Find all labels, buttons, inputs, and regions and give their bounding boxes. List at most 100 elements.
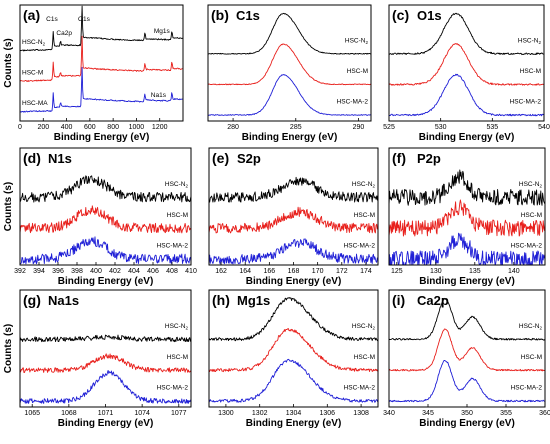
panel-title-b: C1s [236, 8, 260, 23]
tick-label-i-0: 340 [383, 410, 395, 417]
tick-label-c-3: 540 [538, 124, 550, 131]
tick-label-b-0: 280 [227, 124, 239, 131]
series-line-g-1 [20, 353, 191, 373]
series-label-h-2: HSC-MA-2 [344, 385, 376, 392]
series-line-g-0 [20, 334, 191, 343]
panel-title-i: Ca2p [417, 293, 449, 308]
tick-label-e-3: 168 [288, 268, 300, 275]
series-line-e-0 [209, 176, 378, 203]
x-axis-label-b: Binding Energy (eV) [242, 132, 338, 143]
series-line-i-0 [389, 297, 545, 341]
panel-letter-b: (b) [211, 7, 229, 23]
series-line-f-1 [389, 199, 545, 237]
tick-label-f-3: 140 [508, 268, 520, 275]
plot-frame-f [388, 147, 546, 266]
tick-label-g-4: 1077 [171, 410, 187, 417]
panel-b: HSC-N2 HSC-M HSC-MA-2 280 285 290 Binding Ener… [207, 4, 372, 143]
panel-title-g: Na1s [48, 293, 79, 308]
series-line-e-1 [209, 206, 378, 234]
peak-annotation-3: Mg1s [154, 28, 171, 35]
tick-label-i-4: 360 [539, 410, 550, 417]
tick-label-e-6: 174 [360, 268, 372, 275]
series-label-f-1: HSC-M [521, 212, 542, 219]
tick-label-a-4: 800 [107, 124, 119, 131]
tick-label-h-2: 1304 [286, 410, 302, 417]
tick-label-f-0: 125 [391, 268, 403, 275]
tick-label-h-1: 1302 [252, 410, 268, 417]
tick-label-g-3: 1074 [134, 410, 150, 417]
tick-label-c-2: 535 [486, 124, 498, 131]
x-axis-label-f: Binding Energy (eV) [419, 276, 515, 287]
series-label-d-1: HSC-M [167, 212, 188, 219]
series-label-g-2: HSC-MA-2 [157, 385, 189, 392]
tick-label-i-2: 350 [461, 410, 473, 417]
tick-label-i-1: 345 [422, 410, 434, 417]
series-line-d-0 [20, 175, 191, 203]
tick-label-c-0: 525 [383, 124, 395, 131]
series-line-a-2 [20, 66, 183, 113]
panel-letter-f: (f) [392, 150, 406, 166]
series-line-i-2 [389, 359, 545, 403]
series-line-b-0 [208, 12, 371, 55]
panel-title-c: O1s [417, 8, 442, 23]
series-label-b-1: HSC-M [347, 68, 368, 75]
series-label-a-0: HSC-N2 [22, 39, 46, 47]
tick-label-e-2: 166 [264, 268, 276, 275]
series-line-h-2 [209, 358, 378, 403]
series-label-d-0: HSC-N2 [165, 181, 189, 189]
panel-h: HSC-N2 HSC-M HSC-MA-2 1300 1302 1304 1306 1308 B… [208, 289, 379, 429]
x-axis-label-e: Binding Energy (eV) [246, 276, 342, 287]
series-label-i-2: HSC-MA-2 [511, 385, 543, 392]
plot-frame-d [19, 147, 192, 266]
series-label-c-1: HSC-M [520, 68, 541, 75]
panel-letter-d: (d) [23, 150, 41, 166]
series-label-b-0: HSC-N2 [345, 38, 369, 46]
plot-frame-b [207, 4, 372, 122]
panel-g: HSC-N2 HSC-M HSC-MA-2 1065 1068 1071 1074 1077 B… [3, 289, 192, 429]
panel-letter-g: (g) [23, 292, 41, 308]
series-line-d-2 [20, 236, 191, 265]
tick-label-a-6: 1200 [152, 124, 168, 131]
x-axis-label-c: Binding Energy (eV) [419, 132, 515, 143]
series-line-h-1 [209, 328, 378, 373]
series-line-b-2 [208, 74, 371, 116]
tick-label-d-9: 410 [185, 268, 197, 275]
tick-label-d-4: 400 [90, 268, 102, 275]
tick-label-g-1: 1068 [61, 410, 77, 417]
tick-label-f-1: 130 [430, 268, 442, 275]
x-axis-label-i: Binding Energy (eV) [419, 418, 515, 429]
tick-label-g-2: 1071 [98, 410, 114, 417]
series-label-c-2: HSC-MA-2 [510, 99, 542, 106]
panel-e: HSC-N2 HSC-M HSC-MA-2 162 164 166 168 170 172 174… [208, 147, 379, 287]
panel-title-d: N1s [48, 151, 72, 166]
series-label-d-2: HSC-MA-2 [157, 243, 189, 250]
series-label-h-1: HSC-M [354, 354, 375, 361]
tick-label-e-5: 172 [336, 268, 348, 275]
tick-label-a-2: 400 [61, 124, 73, 131]
series-line-f-0 [389, 169, 545, 206]
y-axis-label-g: Counts (s) [3, 324, 14, 373]
series-line-b-1 [208, 43, 371, 86]
panel-letter-e: (e) [212, 150, 229, 166]
tick-label-a-5: 1000 [129, 124, 145, 131]
series-label-h-0: HSC-N2 [352, 323, 376, 331]
panel-title-f: P2p [417, 151, 441, 166]
tick-label-f-2: 135 [469, 268, 481, 275]
x-axis-label-d: Binding Energy (eV) [58, 276, 154, 287]
series-label-e-2: HSC-MA-2 [344, 243, 376, 250]
tick-label-d-6: 404 [128, 268, 140, 275]
tick-label-a-3: 600 [84, 124, 96, 131]
tick-label-h-3: 1306 [320, 410, 336, 417]
tick-label-b-1: 285 [290, 124, 302, 131]
series-label-g-1: HSC-M [167, 354, 188, 361]
tick-label-a-1: 200 [37, 124, 49, 131]
series-line-g-2 [20, 369, 191, 404]
tick-label-d-0: 392 [14, 268, 26, 275]
tick-label-c-1: 530 [435, 124, 447, 131]
peak-annotation-2: O1s [78, 16, 91, 23]
series-line-a-1 [20, 35, 183, 83]
panel-a: HSC-N2 HSC-M HSC-MA 0 200 400 600 800 1000 1200Bi… [3, 4, 184, 143]
series-line-h-0 [209, 297, 378, 342]
